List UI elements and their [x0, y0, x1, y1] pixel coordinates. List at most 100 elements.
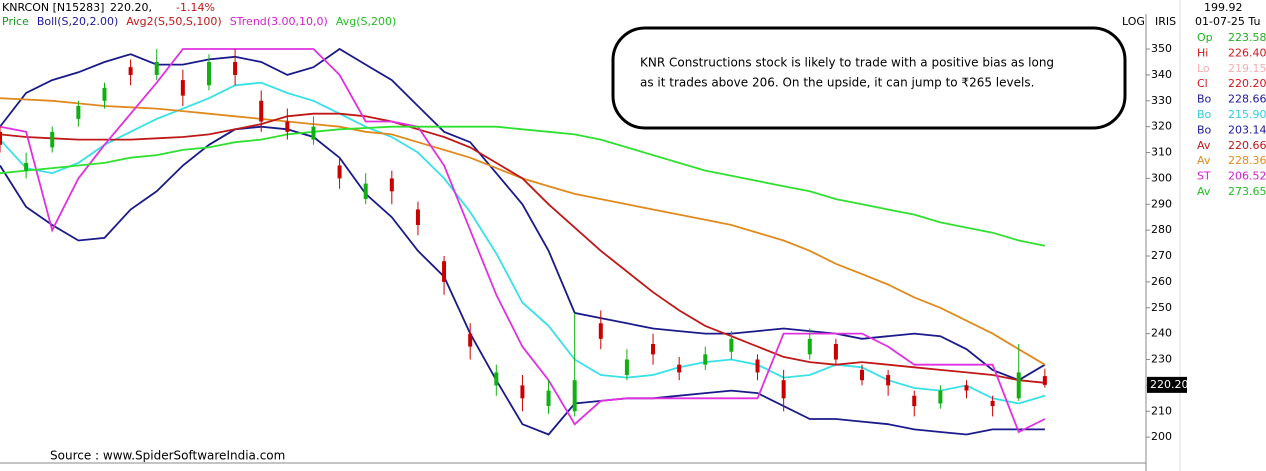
candle-body	[102, 87, 107, 101]
candle-body	[598, 323, 603, 339]
source: Source : www.SpiderSoftwareIndia.com	[50, 449, 285, 463]
legend-entry: Avg(S,200)	[336, 15, 396, 28]
readout-value: 206.52	[1228, 170, 1266, 183]
readout-label: Av	[1197, 185, 1211, 198]
y-tick-label: 300	[1151, 171, 1172, 184]
annotation-line: as it trades above 206. On the upside, i…	[640, 76, 1034, 90]
y-tick-label: 310	[1151, 146, 1172, 159]
scale-label: LOG	[1122, 15, 1145, 28]
indicator-line	[0, 125, 1045, 436]
candle-body	[1042, 376, 1047, 385]
candle-body	[337, 165, 342, 179]
date: 01-07-25 Tu	[1195, 15, 1260, 28]
candle-body	[938, 390, 943, 404]
candle-body	[154, 61, 159, 75]
y-tick-label: 240	[1151, 327, 1172, 340]
y-tick-label: 260	[1151, 275, 1172, 288]
candle-body	[24, 162, 29, 171]
y-tick-label: 290	[1151, 197, 1172, 210]
candle-body	[964, 385, 969, 391]
readout-label: Bo	[1197, 123, 1212, 136]
y-tick-label: 270	[1151, 249, 1172, 262]
price-tag-box	[1147, 376, 1187, 393]
symbol: KNRCON [N15283]	[2, 1, 104, 14]
y-tick-label: 340	[1151, 68, 1172, 81]
candle-body	[520, 385, 525, 399]
annotation-box	[611, 26, 1127, 130]
annotation-line: KNR Constructions stock is likely to tra…	[640, 56, 1054, 70]
readout-value: 219.15	[1228, 62, 1266, 75]
candle-body	[259, 100, 264, 122]
candle-body	[415, 209, 420, 225]
candle-body	[677, 364, 682, 373]
candle-body	[180, 80, 185, 96]
y-tick-label: 280	[1151, 223, 1172, 236]
candle-body	[807, 338, 812, 355]
readout-value: 223.58	[1228, 31, 1266, 44]
y-tick-label: 250	[1151, 301, 1172, 314]
readout-label: Hi	[1197, 46, 1208, 59]
candle-body	[206, 61, 211, 86]
candle-body	[494, 372, 499, 386]
y-tick-label: 320	[1151, 120, 1172, 133]
candle-body	[990, 400, 995, 407]
legend-entry: STrend(3.00,10,0)	[230, 15, 328, 28]
quote: 220.20,	[110, 1, 152, 14]
legend-entry: Boll(S,20,2.00)	[37, 15, 118, 28]
readout-label: Lo	[1197, 62, 1210, 75]
candle-body	[76, 105, 81, 119]
candle-body	[886, 375, 891, 386]
candle-body	[755, 359, 760, 373]
candle-body	[546, 390, 551, 407]
readout-label: Bo	[1197, 93, 1212, 106]
y-tick-label: 200	[1151, 430, 1172, 443]
cursor-value: 199.92	[1204, 1, 1243, 14]
candle-body	[781, 380, 786, 399]
candle-body	[50, 131, 55, 148]
y-tick-label: 210	[1151, 404, 1172, 417]
candle-body	[729, 338, 734, 352]
y-tick-label: 230	[1151, 353, 1172, 366]
readout-label: Bo	[1197, 108, 1212, 121]
panel-label: IRIS	[1155, 15, 1176, 28]
candle-body	[233, 61, 238, 75]
readout-label: Av	[1197, 139, 1211, 152]
candle-body	[285, 121, 290, 132]
indicator-line	[0, 125, 1046, 247]
candle-body	[389, 178, 394, 192]
candle-body	[572, 380, 577, 412]
readout-value: 203.14	[1228, 123, 1266, 136]
readout-label: Av	[1197, 154, 1211, 167]
y-tick-label: 330	[1151, 94, 1172, 107]
candle-body	[860, 369, 865, 381]
candle-body	[442, 261, 447, 282]
indicator-line	[0, 48, 1046, 434]
change: -1.14%	[176, 1, 215, 14]
readout-label: Op	[1197, 31, 1213, 44]
readout-value: 273.65	[1228, 185, 1266, 198]
candle-body	[468, 333, 473, 347]
readout-value: 220.20	[1228, 77, 1266, 90]
candle-body	[651, 343, 656, 355]
readout-value: 228.66	[1228, 93, 1266, 106]
legend-entry: Price	[2, 15, 29, 28]
candle-body	[128, 67, 133, 75]
readout-label: ST	[1197, 170, 1211, 183]
indicator-line	[0, 81, 1046, 405]
candle-body	[833, 343, 838, 360]
readout-value: 226.40	[1228, 46, 1266, 59]
y-tick-label: 350	[1151, 42, 1172, 55]
candle-body	[912, 395, 917, 407]
candle-body	[703, 354, 708, 365]
legend-entry: Avg2(S,50,S,100)	[126, 15, 221, 28]
readout-label: Cl	[1197, 77, 1208, 90]
indicator-line	[0, 112, 1045, 384]
candle-body	[0, 131, 2, 145]
candle-body	[624, 359, 629, 376]
candle-body	[1016, 372, 1021, 399]
candle-body	[311, 126, 316, 140]
candle-body	[363, 183, 368, 200]
readout-value: 215.90	[1228, 108, 1266, 121]
readout-value: 220.66	[1228, 139, 1266, 152]
